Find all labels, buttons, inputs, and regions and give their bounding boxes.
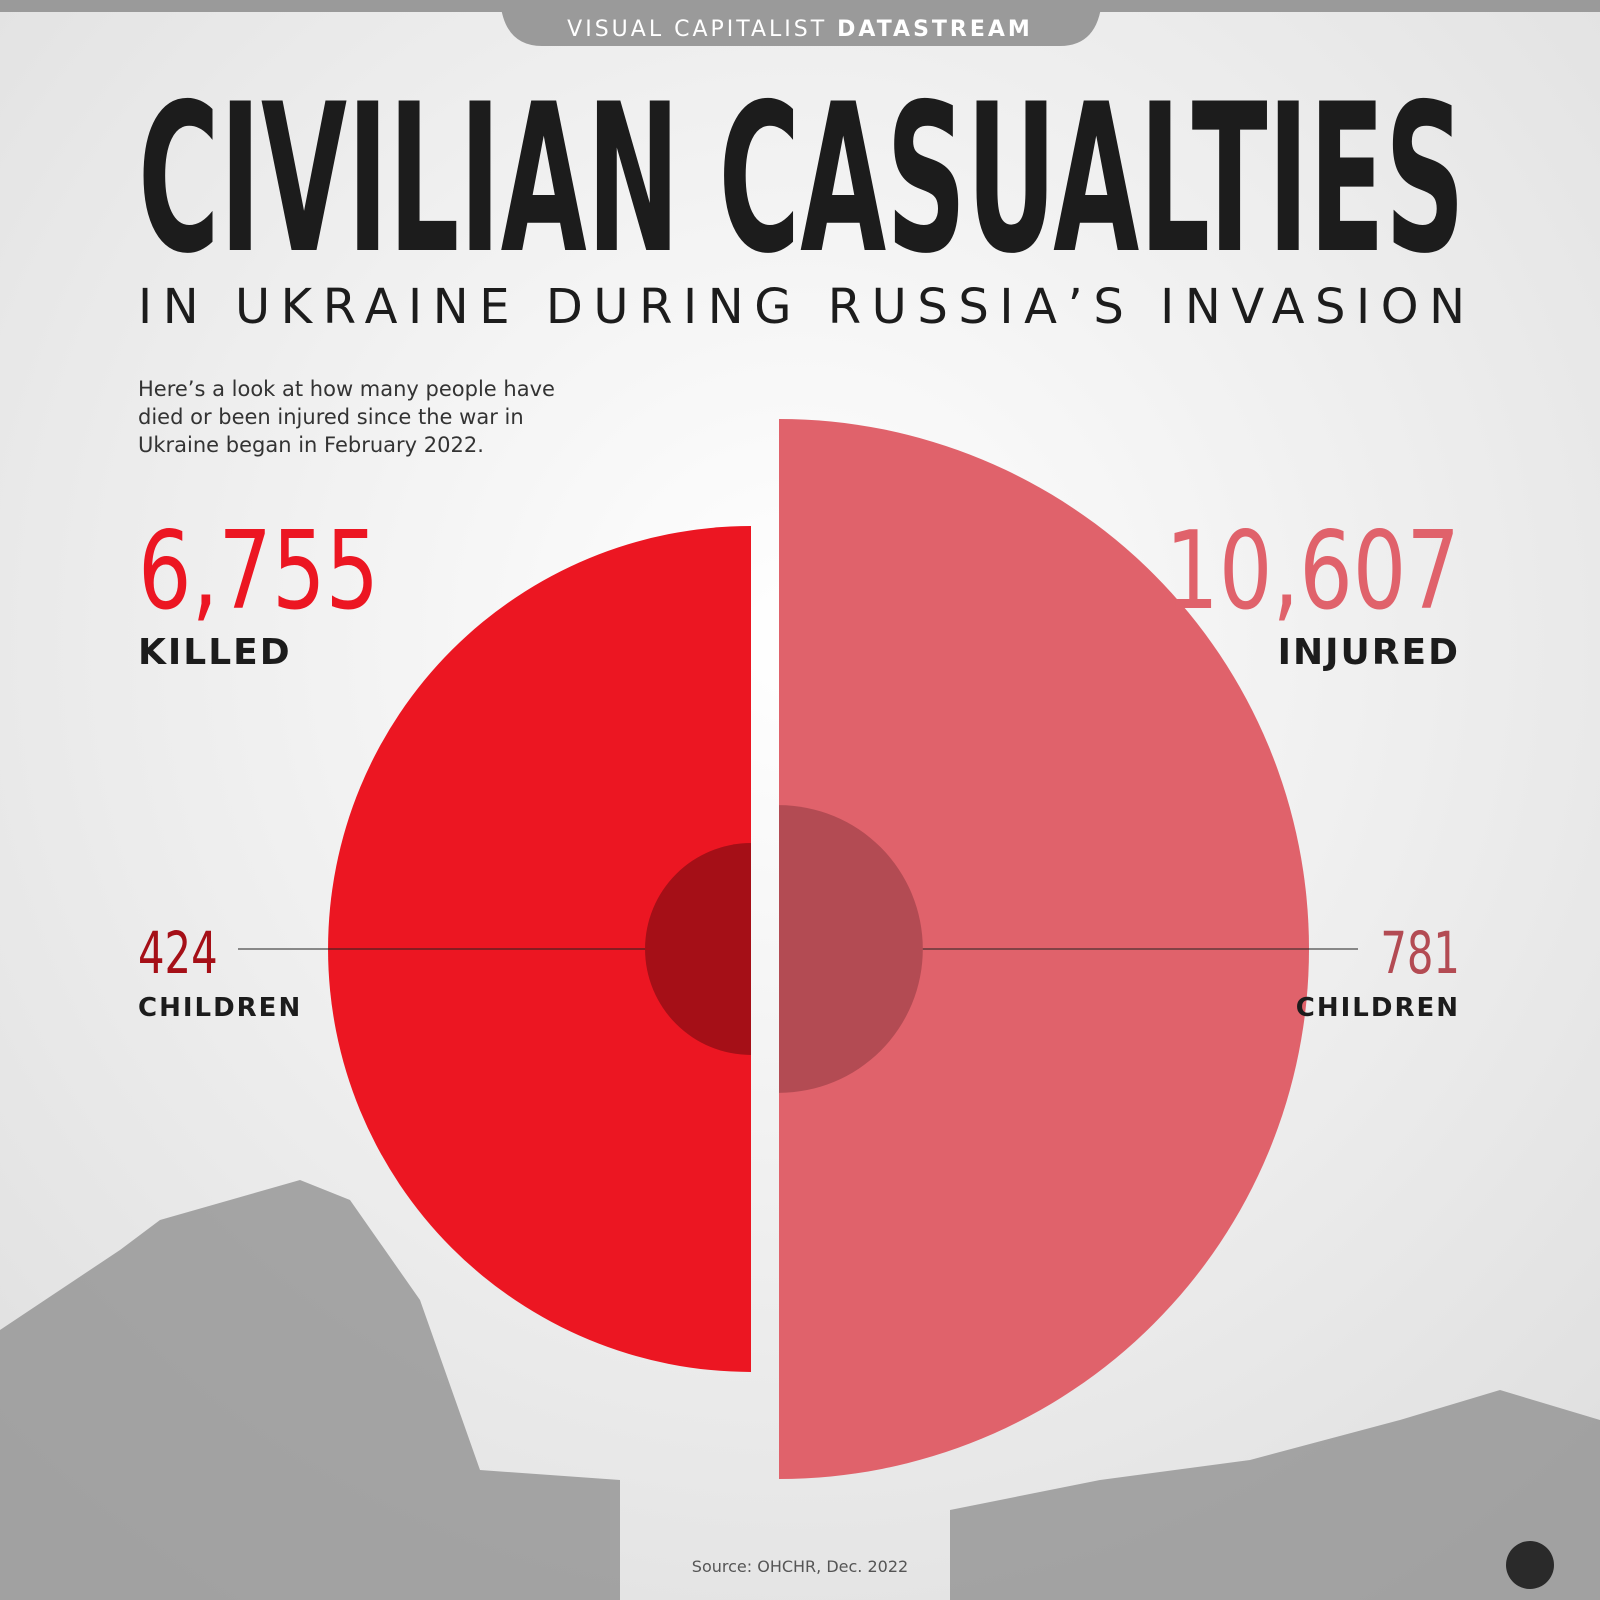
- chart-title: CIVILIAN CASUALTIES: [138, 61, 1465, 299]
- category-label: INJURED: [1278, 632, 1460, 673]
- children-half-circle: [779, 805, 923, 1093]
- children-label: CHILDREN: [138, 993, 302, 1023]
- children-value: 424: [138, 919, 218, 987]
- brand: VISUAL CAPITALIST DATASTREAM: [567, 17, 1033, 42]
- description-line: died or been injured since the war in: [138, 405, 524, 429]
- description: Here’s a look at how many people have die…: [138, 377, 555, 457]
- brand-product: DATASTREAM: [837, 17, 1033, 42]
- value-label: 10,607: [1165, 508, 1460, 634]
- value-label: 6,755: [138, 508, 379, 634]
- buildings: [0, 1180, 1600, 1600]
- description-line: Ukraine began in February 2022.: [138, 433, 484, 457]
- children-half-circle: [645, 843, 751, 1055]
- description-line: Here’s a look at how many people have: [138, 377, 555, 401]
- category-label: KILLED: [138, 632, 292, 673]
- logo: [1506, 1541, 1554, 1589]
- brand-pill: [500, 0, 1102, 46]
- children-value: 781: [1380, 919, 1460, 987]
- source: Source: OHCHR, Dec. 2022: [692, 1557, 908, 1576]
- brand-name: VISUAL CAPITALIST: [567, 17, 827, 42]
- children-label: CHILDREN: [1296, 993, 1460, 1023]
